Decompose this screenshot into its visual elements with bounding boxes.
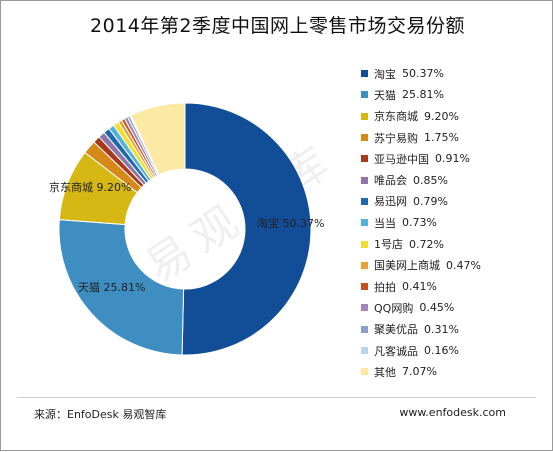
legend-label: 京东商城 — [374, 110, 418, 124]
legend-value: 0.72% — [409, 237, 444, 251]
legend-label: 淘宝 — [374, 67, 396, 81]
slice-label-2: 京东商城 9.20% — [49, 180, 131, 194]
legend-swatch — [361, 70, 368, 78]
legend-swatch — [361, 91, 368, 99]
legend-label: 易迅网 — [374, 195, 407, 209]
legend-value: 9.20% — [424, 109, 459, 123]
legend-value: 0.47% — [446, 258, 481, 272]
legend-swatch — [361, 112, 368, 120]
slice-label-0: 淘宝 50.37% — [257, 216, 324, 230]
legend-swatch — [361, 347, 368, 354]
legend-value: 0.73% — [402, 216, 437, 230]
legend-label: 天猫 — [374, 88, 396, 102]
footer-divider — [17, 397, 536, 398]
legend-swatch — [361, 304, 368, 312]
legend-item: 国美网上商城 0.47% — [361, 255, 481, 276]
legend-swatch — [361, 176, 368, 184]
legend-swatch — [361, 134, 368, 142]
legend-label: 亚马逊中国 — [374, 152, 429, 166]
legend-value: 0.31% — [424, 322, 459, 336]
legend-item: 天猫 25.81% — [361, 84, 481, 105]
legend-label: 苏宁易购 — [374, 131, 418, 145]
slice-14- — [130, 102, 186, 176]
slice-0- — [181, 102, 312, 356]
legend-item: 亚马逊中国 0.91% — [361, 148, 481, 169]
legend-label: 其他 — [374, 365, 396, 379]
legend-label: 拍拍 — [374, 280, 396, 294]
legend-swatch — [361, 368, 368, 376]
legend-item: 苏宁易购 1.75% — [361, 127, 481, 148]
legend-item: 1号店 0.72% — [361, 233, 481, 254]
legend-item: 当当 0.73% — [361, 212, 481, 233]
legend-label: QQ网购 — [374, 301, 414, 315]
legend-label: 1号店 — [374, 238, 403, 252]
legend-swatch — [361, 283, 368, 291]
legend-value: 0.45% — [419, 301, 455, 315]
source-note: 来源：EnfoDesk 易观智库 — [34, 408, 167, 421]
legend-value: 0.91% — [435, 152, 470, 166]
legend-item: 聚美优品 0.31% — [361, 319, 481, 340]
legend-swatch — [361, 155, 368, 163]
legend-swatch — [361, 325, 368, 333]
website-url: www.enfodesk.com — [399, 406, 506, 419]
legend-swatch — [361, 197, 368, 205]
legend-value: 0.85% — [413, 173, 448, 187]
legend-label: 当当 — [374, 216, 396, 230]
legend-item: QQ网购 0.45% — [361, 297, 481, 318]
legend-label: 聚美优品 — [374, 323, 418, 337]
chart-title: 2014年第2季度中国网上零售市场交易份额 — [90, 15, 465, 37]
legend-item: 易迅网 0.79% — [361, 191, 481, 212]
legend-value: 1.75% — [424, 131, 459, 145]
legend-item: 拍拍 0.41% — [361, 276, 481, 297]
legend-item: 凡客诚品 0.16% — [361, 340, 481, 361]
legend-item: 京东商城 9.20% — [361, 106, 481, 127]
legend-item: 其他 7.07% — [361, 361, 481, 382]
legend-value: 0.16% — [424, 344, 459, 357]
legend-value: 0.79% — [413, 194, 448, 208]
legend-label: 国美网上商城 — [374, 259, 440, 273]
legend-item: 淘宝 50.37% — [361, 63, 481, 84]
legend-value: 25.81% — [402, 88, 444, 102]
legend-swatch — [361, 219, 368, 227]
legend: 淘宝 50.37% 天猫 25.81% 京东商城 9.20% 苏宁易购 1.75% 亚马逊中国 0… — [361, 63, 481, 382]
legend-label: 唯品会 — [374, 174, 407, 188]
slice-label-1: 天猫 25.81% — [78, 281, 145, 294]
legend-value: 0.41% — [402, 280, 437, 294]
legend-value: 50.37% — [402, 67, 444, 81]
legend-swatch — [361, 240, 368, 248]
legend-label: 凡客诚品 — [374, 344, 418, 358]
slice-1- — [58, 219, 185, 356]
legend-item: 唯品会 0.85% — [361, 169, 481, 190]
legend-value: 7.07% — [402, 365, 437, 379]
legend-swatch — [361, 261, 368, 269]
